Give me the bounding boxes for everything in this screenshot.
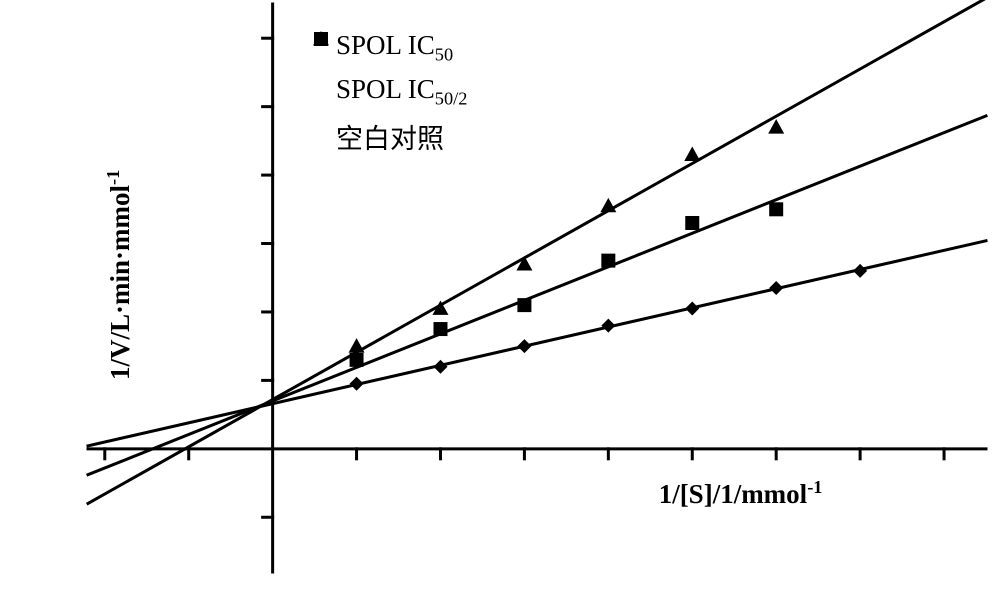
series-point-s3 [601, 319, 615, 333]
series-point-s3 [517, 339, 531, 353]
series-point-s3 [853, 264, 867, 278]
series-point-s3 [433, 360, 447, 374]
series-point-s2 [517, 298, 531, 312]
legend-label: SPOL IC50/2 [336, 74, 467, 109]
series-point-s2 [350, 353, 364, 367]
lineweaver-burk-chart: 1/V/L·min·mmol-1 1/[S]/1/mmol-1 SPOL IC5… [0, 0, 1000, 604]
chart-svg [0, 0, 1000, 604]
series-point-s2 [601, 254, 615, 268]
legend: SPOL IC50 SPOL IC50/2 空白对照 [310, 28, 467, 160]
legend-label: SPOL IC50 [336, 30, 453, 65]
y-axis-label: 1/V/L·min·mmol-1 [103, 170, 136, 380]
series-point-s3 [769, 281, 783, 295]
series-line-s3 [88, 241, 986, 446]
legend-label: 空白对照 [336, 117, 444, 156]
series-line-s1 [88, 0, 986, 503]
legend-item-s3: 空白对照 [310, 116, 467, 156]
series-line-s2 [88, 116, 986, 475]
series-point-s1 [349, 338, 365, 352]
series-point-s1 [516, 256, 532, 270]
series-point-s3 [685, 302, 699, 316]
x-axis-label: 1/[S]/1/mmol-1 [659, 477, 823, 510]
series-point-s1 [600, 198, 616, 212]
series-point-s1 [684, 147, 700, 161]
series-point-s2 [769, 202, 783, 216]
series-point-s2 [433, 322, 447, 336]
legend-item-s1: SPOL IC50 [310, 28, 467, 68]
series-point-s3 [350, 377, 364, 391]
series-point-s1 [768, 119, 784, 133]
legend-item-s2: SPOL IC50/2 [310, 72, 467, 112]
series-point-s2 [685, 216, 699, 230]
